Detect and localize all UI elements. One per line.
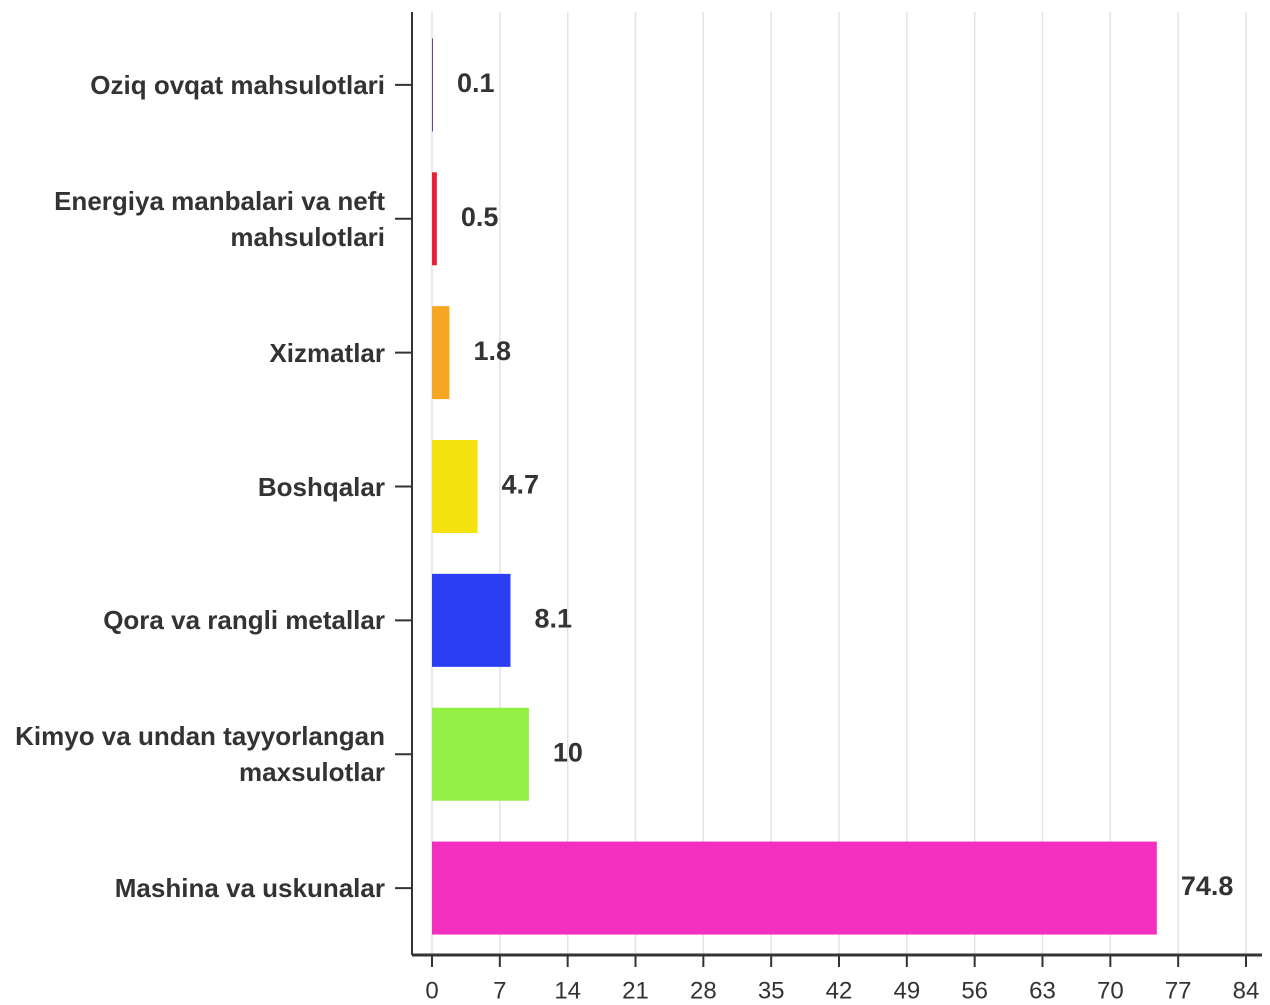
x-tick-label: 84 [1233, 977, 1260, 1004]
bar [432, 172, 437, 266]
x-tick-label: 63 [1029, 977, 1056, 1004]
bar [432, 306, 450, 400]
value-label: 8.1 [534, 603, 572, 633]
y-tick-label: Boshqalar [257, 471, 385, 502]
y-tick-label: Qora va rangli metallar [103, 605, 385, 636]
x-tick-label: 28 [690, 977, 717, 1004]
x-tick-label: 35 [758, 977, 785, 1004]
x-tick-label: 56 [961, 977, 988, 1004]
x-tick-label: 0 [425, 977, 438, 1004]
value-label: 0.5 [461, 202, 499, 232]
x-tick-label: 77 [1165, 977, 1192, 1004]
value-label: 74.8 [1181, 871, 1234, 901]
y-tick-label: Oziq ovqat mahsulotlari [90, 69, 385, 100]
value-label: 0.1 [457, 68, 495, 98]
value-label: 10 [553, 737, 583, 767]
y-tick-label: Kimyo va undan tayyorlangan maxsulotlar [15, 721, 385, 788]
y-tick-label: Mashina va uskunalar [114, 873, 385, 904]
value-label: 4.7 [502, 470, 540, 500]
bar [432, 707, 529, 801]
x-tick-label: 70 [1097, 977, 1124, 1004]
x-tick-label: 7 [493, 977, 506, 1004]
y-tick-label: Energiya manbalari va neft mahsulotlari [54, 185, 385, 252]
x-tick-label: 14 [554, 977, 581, 1004]
bar [432, 38, 433, 132]
bar [432, 573, 511, 667]
bar [432, 440, 478, 533]
bar [432, 841, 1157, 935]
x-tick-label: 49 [893, 977, 920, 1004]
x-tick-label: 42 [826, 977, 853, 1004]
value-label: 1.8 [473, 336, 511, 366]
x-tick-label: 21 [622, 977, 649, 1004]
y-tick-label: Xizmatlar [269, 337, 385, 368]
